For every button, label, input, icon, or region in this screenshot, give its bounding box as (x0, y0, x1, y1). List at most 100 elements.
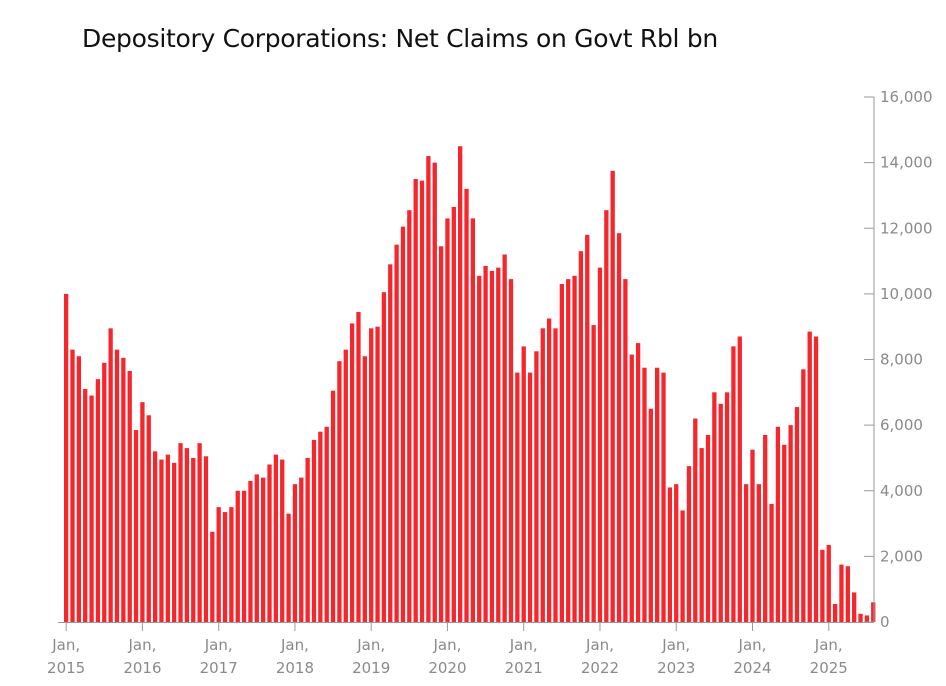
bar-2020-03 (458, 146, 463, 622)
bar-2016-03 (152, 451, 158, 623)
bar-2018-10 (349, 323, 355, 622)
bar-2021-05 (546, 318, 552, 622)
x-tick-label-year: 2024 (733, 659, 771, 677)
bar-2020-12 (515, 372, 520, 623)
y-tick-label: 16,000 (880, 88, 933, 106)
bar-2015-03 (76, 356, 82, 622)
bar-2021-12 (591, 325, 596, 622)
bar-2020-11 (508, 279, 514, 622)
bar-2022-04 (616, 233, 622, 623)
bar-2017-02 (222, 512, 228, 622)
y-tick-label: 10,000 (880, 285, 933, 303)
bar-2024-03 (763, 434, 768, 622)
bar-2023-06 (705, 434, 711, 622)
bar-2017-01 (216, 507, 221, 622)
x-tick-label-month: Jan, (509, 636, 538, 654)
bar-2022-07 (635, 343, 641, 622)
bar-2021-11 (585, 234, 590, 622)
bar-2025-06 (858, 613, 863, 622)
chart-title: Depository Corporations: Net Claims on G… (82, 24, 718, 53)
bar-2022-03 (610, 170, 615, 622)
bar-2019-04 (388, 264, 393, 622)
bar-2020-01 (445, 218, 450, 622)
bar-2022-12 (667, 487, 673, 622)
bar-2017-05 (241, 490, 247, 622)
bar-2019-12 (438, 246, 444, 623)
bar-2020-05 (470, 218, 476, 622)
bar-2017-03 (229, 507, 234, 622)
x-tick-label-month: Jan, (433, 636, 462, 654)
x-tick-label-month: Jan, (204, 636, 233, 654)
bar-2023-08 (718, 403, 723, 622)
bar-2022-05 (623, 279, 628, 622)
bar-2024-09 (801, 369, 806, 622)
bar-2023-07 (712, 392, 717, 622)
bar-2025-08 (871, 602, 876, 622)
bar-2024-12 (820, 549, 825, 622)
bar-2019-07 (407, 210, 412, 622)
bar-2018-11 (356, 311, 361, 622)
bar-2024-01 (750, 449, 755, 622)
x-tick-label-year: 2021 (505, 659, 543, 677)
bar-2017-08 (261, 477, 266, 623)
bar-2023-10 (731, 346, 736, 623)
bar-2015-10 (121, 357, 126, 622)
bar-2017-12 (286, 513, 291, 622)
x-tick-label-year: 2025 (810, 659, 848, 677)
bar-2015-08 (108, 328, 113, 622)
bar-2022-01 (597, 267, 603, 623)
x-axis: Jan, 2015 Jan, 2016 Jan, 2017 Jan, 2018 Jan, 2019… (47, 622, 874, 677)
bar-2018-06 (324, 426, 329, 622)
bar-2021-03 (534, 351, 539, 622)
bar-2017-10 (273, 454, 279, 622)
bar-2019-05 (394, 244, 399, 622)
x-tick-label-month: Jan, (585, 636, 614, 654)
bar-2015-11 (127, 370, 132, 622)
bar-2016-12 (210, 531, 215, 622)
x-tick-label-month: Jan, (280, 636, 309, 654)
bar-2017-09 (267, 464, 272, 622)
x-tick-label-month: Jan, (814, 636, 843, 654)
bar-2018-08 (337, 361, 342, 622)
bar-2021-08 (566, 279, 571, 622)
bars-group (64, 146, 876, 623)
x-tick-label-year: 2022 (581, 659, 619, 677)
bar-2019-02 (375, 326, 380, 622)
bar-2015-01 (64, 293, 69, 623)
bar-2016-06 (172, 462, 177, 622)
bar-2019-10 (426, 156, 431, 622)
bar-2016-02 (146, 415, 151, 622)
bar-2023-04 (693, 418, 698, 622)
bar-2020-06 (477, 275, 482, 622)
bar-2022-08 (642, 367, 647, 622)
bar-2015-05 (89, 395, 94, 622)
bar-2023-12 (743, 484, 749, 622)
bar-2019-03 (381, 292, 387, 622)
bar-2016-01 (140, 402, 145, 622)
bar-2019-11 (432, 162, 437, 623)
bar-2015-04 (83, 389, 88, 622)
bar-2024-10 (807, 331, 812, 622)
bar-2018-05 (318, 431, 323, 622)
bar-2017-04 (235, 490, 240, 622)
bar-2018-02 (299, 477, 304, 623)
y-tick-label: 12,000 (880, 219, 933, 237)
bar-2021-06 (553, 328, 558, 622)
x-tick-label-year: 2017 (200, 659, 238, 677)
bar-2024-05 (775, 426, 781, 622)
bar-2019-06 (400, 226, 406, 623)
bar-2018-01 (292, 484, 298, 622)
bar-2020-02 (451, 206, 456, 623)
y-tick-label: 2,000 (880, 547, 923, 565)
bar-2016-05 (165, 454, 170, 622)
bar-2024-11 (813, 336, 819, 622)
bar-2025-05 (852, 592, 857, 622)
bar-2021-04 (540, 328, 545, 622)
bar-2022-11 (661, 372, 666, 623)
bar-2017-11 (280, 459, 285, 622)
bar-2020-07 (483, 265, 488, 622)
bar-2023-09 (724, 392, 730, 622)
bar-2015-09 (114, 349, 120, 622)
bar-2025-03 (839, 564, 844, 622)
bar-2025-07 (864, 615, 870, 622)
